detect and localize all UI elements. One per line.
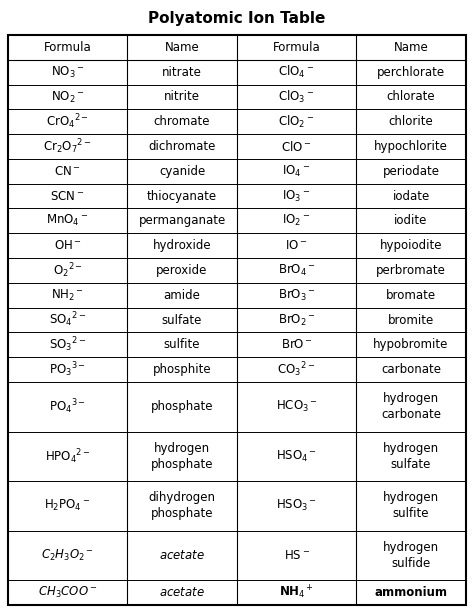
Text: BrO$_2$$^-$: BrO$_2$$^-$	[278, 313, 315, 327]
Text: chlorate: chlorate	[387, 91, 435, 104]
Text: amide: amide	[164, 289, 201, 302]
Text: nitrite: nitrite	[164, 91, 200, 104]
Text: hydrogen
phosphate: hydrogen phosphate	[151, 442, 213, 471]
Text: thiocyanate: thiocyanate	[147, 189, 217, 202]
Text: chromate: chromate	[154, 115, 210, 128]
Text: BrO$^-$: BrO$^-$	[281, 338, 312, 351]
Text: hydrogen
sulfate: hydrogen sulfate	[383, 442, 439, 471]
Text: bromate: bromate	[386, 289, 436, 302]
Text: perchlorate: perchlorate	[377, 66, 445, 78]
Text: Name: Name	[164, 41, 200, 54]
Text: hydroxide: hydroxide	[153, 239, 211, 252]
Text: OH$^-$: OH$^-$	[54, 239, 82, 252]
Text: ClO$^-$: ClO$^-$	[281, 140, 312, 153]
Text: periodate: periodate	[383, 165, 439, 178]
Text: CrO$_4$$^{2-}$: CrO$_4$$^{2-}$	[46, 112, 89, 131]
Text: BrO$_3$$^-$: BrO$_3$$^-$	[278, 287, 315, 303]
Text: SO$_3$$^{2-}$: SO$_3$$^{2-}$	[49, 335, 86, 354]
Text: NO$_2$$^-$: NO$_2$$^-$	[51, 89, 84, 104]
Text: HPO$_4$$^{2-}$: HPO$_4$$^{2-}$	[45, 447, 91, 466]
Text: MnO$_4$$^-$: MnO$_4$$^-$	[46, 213, 89, 229]
Text: HCO$_3$$^-$: HCO$_3$$^-$	[276, 399, 318, 414]
Text: NO$_3$$^-$: NO$_3$$^-$	[51, 64, 84, 80]
Text: BrO$_4$$^-$: BrO$_4$$^-$	[278, 263, 315, 278]
Text: PO$_3$$^{3-}$: PO$_3$$^{3-}$	[49, 360, 86, 379]
Text: Formula: Formula	[44, 41, 91, 54]
Text: PO$_4$$^{3-}$: PO$_4$$^{3-}$	[49, 397, 86, 416]
Text: ClO$_4$$^-$: ClO$_4$$^-$	[278, 64, 315, 80]
Text: Polyatomic Ion Table: Polyatomic Ion Table	[148, 10, 326, 26]
Text: NH$_2$$^-$: NH$_2$$^-$	[51, 287, 84, 303]
Text: sulfate: sulfate	[162, 313, 202, 327]
Text: sulfite: sulfite	[164, 338, 201, 351]
Text: hypobromite: hypobromite	[374, 338, 449, 351]
Text: hydrogen
carbonate: hydrogen carbonate	[381, 392, 441, 421]
Text: IO$_2$$^-$: IO$_2$$^-$	[283, 213, 310, 229]
Text: Name: Name	[394, 41, 428, 54]
Text: H$_2$PO$_4$$^-$: H$_2$PO$_4$$^-$	[45, 498, 91, 514]
Text: ClO$_3$$^-$: ClO$_3$$^-$	[278, 89, 315, 105]
Text: CN$^-$: CN$^-$	[54, 165, 81, 178]
Text: IO$_3$$^-$: IO$_3$$^-$	[283, 189, 310, 204]
Text: cyanide: cyanide	[159, 165, 205, 178]
Text: CO$_3$$^{2-}$: CO$_3$$^{2-}$	[277, 360, 316, 379]
Text: nitrate: nitrate	[162, 66, 202, 78]
Text: permanganate: permanganate	[138, 215, 226, 227]
Text: phosphate: phosphate	[151, 400, 213, 413]
Text: Formula: Formula	[273, 41, 320, 54]
Text: SO$_4$$^{2-}$: SO$_4$$^{2-}$	[49, 311, 86, 329]
Text: $\mathit{C_2H_3O_2}^-$: $\mathit{C_2H_3O_2}^-$	[41, 548, 94, 563]
Text: bromite: bromite	[388, 313, 434, 327]
Text: NH$_4$$^+$: NH$_4$$^+$	[279, 584, 314, 601]
Text: hydrogen
sulfide: hydrogen sulfide	[383, 541, 439, 570]
Text: $\mathit{CH_3COO}^-$: $\mathit{CH_3COO}^-$	[37, 585, 98, 600]
Text: IO$_4$$^-$: IO$_4$$^-$	[283, 164, 310, 179]
Text: peroxide: peroxide	[156, 264, 208, 277]
Text: Cr$_2$O$_7$$^{2-}$: Cr$_2$O$_7$$^{2-}$	[43, 137, 92, 156]
Text: O$_2$$^{2-}$: O$_2$$^{2-}$	[53, 261, 82, 280]
Text: chlorite: chlorite	[389, 115, 433, 128]
Text: HSO$_4$$^-$: HSO$_4$$^-$	[276, 449, 317, 464]
Text: SCN$^-$: SCN$^-$	[50, 189, 85, 202]
Text: dihydrogen
phosphate: dihydrogen phosphate	[148, 492, 216, 520]
Text: carbonate: carbonate	[381, 363, 441, 376]
Text: hydrogen
sulfite: hydrogen sulfite	[383, 492, 439, 520]
Text: iodate: iodate	[392, 189, 429, 202]
Text: IO$^-$: IO$^-$	[285, 239, 308, 252]
Text: phosphite: phosphite	[153, 363, 211, 376]
Text: hypochlorite: hypochlorite	[374, 140, 448, 153]
Text: ClO$_2$$^-$: ClO$_2$$^-$	[278, 113, 315, 130]
Text: dichromate: dichromate	[148, 140, 216, 153]
Text: hypoiodite: hypoiodite	[380, 239, 442, 252]
Text: HSO$_3$$^-$: HSO$_3$$^-$	[276, 498, 317, 514]
Text: $\mathit{acetate}$: $\mathit{acetate}$	[159, 549, 205, 562]
Text: iodite: iodite	[394, 215, 428, 227]
Text: $\mathit{acetate}$: $\mathit{acetate}$	[159, 586, 205, 599]
Text: perbromate: perbromate	[376, 264, 446, 277]
Text: ammonium: ammonium	[374, 586, 447, 599]
Text: HS$^-$: HS$^-$	[283, 549, 310, 562]
